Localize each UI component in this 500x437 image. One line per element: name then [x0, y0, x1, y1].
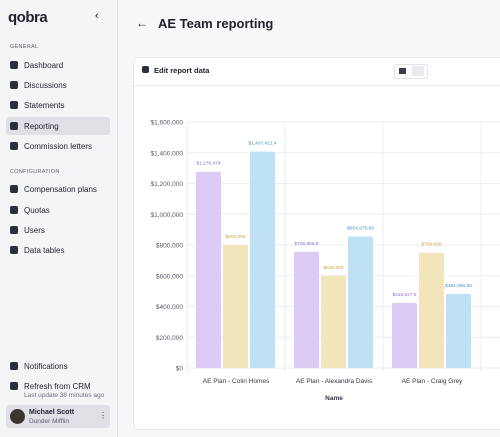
nav-icon — [10, 61, 18, 69]
nav-item[interactable]: Dashboard — [6, 56, 110, 74]
y-tick-label: $400,000 — [156, 304, 183, 311]
y-tick-label: $0 — [176, 366, 184, 373]
y-tick-label: $1,200,000 — [150, 181, 183, 188]
collapse-button[interactable]: ‹ — [95, 10, 99, 22]
nav-item[interactable]: Refresh from CRM — [6, 377, 110, 395]
bar — [294, 251, 319, 368]
nav-item[interactable]: Compensation plans — [6, 180, 110, 198]
value-label: $600,000 — [323, 265, 343, 271]
bar — [250, 151, 275, 368]
user-menu[interactable]: ⋮ — [99, 411, 107, 420]
nav-label: Compensation plans — [24, 184, 97, 194]
sidebar: qobra ‹ GENERAL Dashboard Discussions State… — [0, 0, 118, 437]
nav-icon — [10, 142, 18, 150]
nav-icon — [10, 226, 18, 234]
bar — [196, 171, 221, 368]
last-update: Last update 38 minutes ago — [24, 392, 105, 399]
user-name: Michael Scott — [29, 409, 75, 416]
value-label: $854,975.69 — [347, 226, 374, 232]
nav-icon — [10, 246, 18, 254]
nav-label: Statements — [24, 100, 65, 110]
toolbar: Edit report data — [134, 58, 500, 86]
nav-item[interactable]: Reporting — [6, 117, 110, 135]
nav-icon — [10, 101, 18, 109]
bar — [392, 302, 417, 368]
bar — [321, 275, 346, 368]
value-label: $800,000 — [225, 234, 245, 240]
nav-label: Refresh from CRM — [24, 381, 91, 391]
nav-icon — [10, 206, 18, 214]
value-label: $1,407,421.4 — [248, 141, 276, 147]
y-tick-label: $1,400,000 — [150, 150, 183, 157]
nav-icon — [10, 362, 18, 370]
nav-icon — [10, 185, 18, 193]
bar — [446, 293, 471, 368]
edit-report-button[interactable]: Edit report data — [154, 66, 210, 75]
back-button[interactable]: ← — [136, 16, 148, 30]
nav-icon — [10, 122, 18, 130]
section-title: GENERAL — [10, 44, 39, 50]
nav-label: Dashboard — [24, 60, 64, 70]
nav-label: Data tables — [24, 245, 65, 255]
page-title: AE Team reporting — [158, 16, 274, 31]
x-axis-title: Name — [325, 395, 343, 402]
y-tick-label: $1,000,000 — [150, 212, 183, 219]
x-tick-label: AE Plan - Colin Homes — [203, 378, 270, 385]
nav-label: Reporting — [24, 121, 59, 131]
nav-item[interactable]: Discussions — [6, 76, 110, 94]
y-tick-label: $800,000 — [156, 243, 183, 250]
value-label: $481,966.58 — [445, 283, 472, 289]
nav-label: Notifications — [24, 361, 68, 371]
x-tick-label: AE Plan - Alexandra Davis — [296, 378, 373, 385]
bar — [419, 252, 444, 368]
nav-icon — [10, 382, 18, 390]
avatar — [10, 409, 25, 424]
value-label: $750,000 — [421, 242, 441, 248]
chart: $0 $200,000 $400,000 $600,000 $800,000 $1,000… — [150, 120, 500, 402]
logo: qobra — [8, 9, 48, 26]
bar — [223, 245, 248, 368]
nav-item[interactable]: Quotas — [6, 201, 110, 219]
value-label: $755,968.8 — [294, 241, 318, 247]
value-label: $1,276,474 — [196, 161, 220, 167]
chart-view[interactable] — [412, 66, 424, 76]
nav-icon — [10, 81, 18, 89]
user-card[interactable]: Michael Scott Dunder Mifflin ⋮ — [6, 405, 110, 428]
nav-label: Discussions — [24, 80, 67, 90]
edit-icon — [142, 66, 149, 73]
y-tick-label: $1,600,000 — [150, 120, 183, 127]
nav-label: Commission letters — [24, 141, 93, 151]
view-toggle — [394, 64, 428, 79]
bar — [348, 236, 373, 368]
nav-item[interactable]: Commission letters — [6, 137, 110, 155]
section-title: CONFIGURATION — [10, 169, 60, 175]
x-tick-label: AE Plan - Craig Grey — [402, 378, 463, 385]
table-view[interactable] — [399, 68, 406, 74]
user-company: Dunder Mifflin — [29, 418, 69, 425]
nav-label: Users — [24, 225, 45, 235]
nav-item[interactable]: Notifications — [6, 357, 110, 375]
nav-item[interactable]: Users — [6, 221, 110, 239]
value-label: $423,627.6 — [392, 292, 416, 298]
nav-item[interactable]: Data tables — [6, 241, 110, 259]
y-tick-label: $600,000 — [156, 273, 183, 280]
nav-item[interactable]: Statements — [6, 96, 110, 114]
nav-label: Quotas — [24, 205, 50, 215]
y-tick-label: $200,000 — [156, 335, 183, 342]
